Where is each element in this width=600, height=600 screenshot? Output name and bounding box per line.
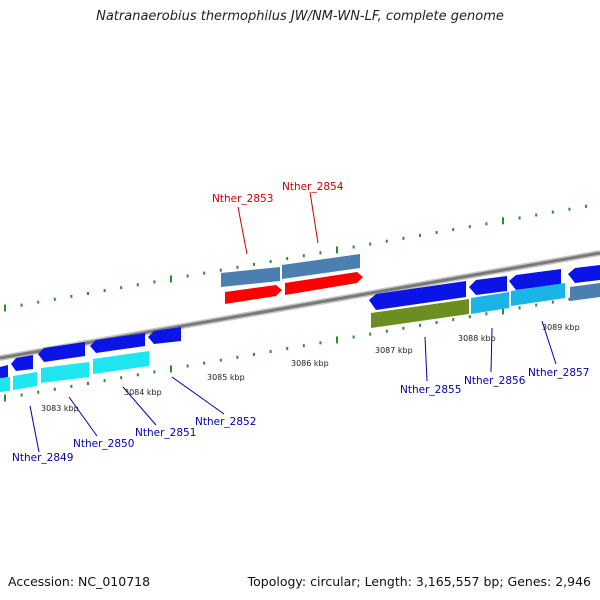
cds-feature-2854[interactable] [285, 272, 363, 295]
gene-label-2849[interactable]: Nther_2849 [12, 452, 73, 464]
reverse-strand-track [0, 265, 600, 392]
gene-label-2850[interactable]: Nther_2850 [73, 438, 134, 450]
gene-feature-2853[interactable] [221, 267, 280, 287]
forward-strand-track [221, 254, 363, 304]
cds-feature-2851[interactable] [90, 333, 145, 353]
tick-row-upper [4, 204, 587, 312]
gene-label-2857[interactable]: Nther_2857 [528, 367, 589, 379]
accession-label: Accession: NC_010718 [8, 574, 151, 589]
gene-label-2852[interactable]: Nther_2852 [195, 416, 256, 428]
cds-feature-2856[interactable] [469, 276, 507, 295]
tick-row-lower [4, 294, 587, 402]
label-leader-lines [29, 191, 557, 453]
scale-label-3089: 3089 kbp [542, 323, 580, 332]
map-title: Natranaerobius thermophilus JW/NM-WN-LF,… [96, 9, 504, 24]
gene-feature-2857[interactable] [511, 283, 565, 306]
gene-feature-2855[interactable] [371, 299, 469, 328]
gene-label-2855[interactable]: Nther_2855 [400, 384, 461, 396]
cds-feature-2849[interactable] [0, 365, 8, 379]
gene-feature-2858[interactable] [570, 283, 600, 301]
cds-feature-2850[interactable] [38, 342, 85, 362]
gene-label-2856[interactable]: Nther_2856 [464, 375, 526, 387]
scale-label-3087: 3087 kbp [375, 346, 413, 355]
gene-feature-2851[interactable] [93, 351, 149, 374]
gene-labels: Nther_2853 Nther_2854 Nther_2849 Nther_2… [12, 181, 589, 464]
gene-feature-2849b[interactable] [13, 372, 37, 390]
cds-feature-2855[interactable] [369, 281, 466, 310]
scale-label-3085: 3085 kbp [207, 373, 245, 382]
gene-feature-2854[interactable] [282, 254, 360, 279]
genome-stats-label: Topology: circular; Length: 3,165,557 bp… [247, 574, 591, 589]
gene-feature-2856[interactable] [471, 292, 509, 314]
gene-label-2854[interactable]: Nther_2854 [282, 181, 344, 193]
scale-label-3086: 3086 kbp [291, 359, 329, 368]
gene-label-2853[interactable]: Nther_2853 [212, 193, 273, 205]
gene-label-2851[interactable]: Nther_2851 [135, 427, 196, 439]
scale-labels: 3083 kbp 3084 kbp 3085 kbp 3086 kbp 3087… [41, 323, 580, 413]
scale-label-3088: 3088 kbp [458, 334, 496, 343]
scale-label-3083: 3083 kbp [41, 404, 79, 413]
cds-feature-2852[interactable] [148, 327, 181, 344]
scale-label-3084: 3084 kbp [124, 388, 162, 397]
cds-feature-2849b[interactable] [11, 355, 33, 371]
gene-feature-2849[interactable] [0, 377, 10, 392]
cds-feature-2858[interactable] [568, 265, 600, 283]
cds-feature-2857[interactable] [509, 269, 561, 290]
gene-feature-2850[interactable] [41, 362, 89, 383]
cds-feature-2853[interactable] [225, 285, 282, 304]
